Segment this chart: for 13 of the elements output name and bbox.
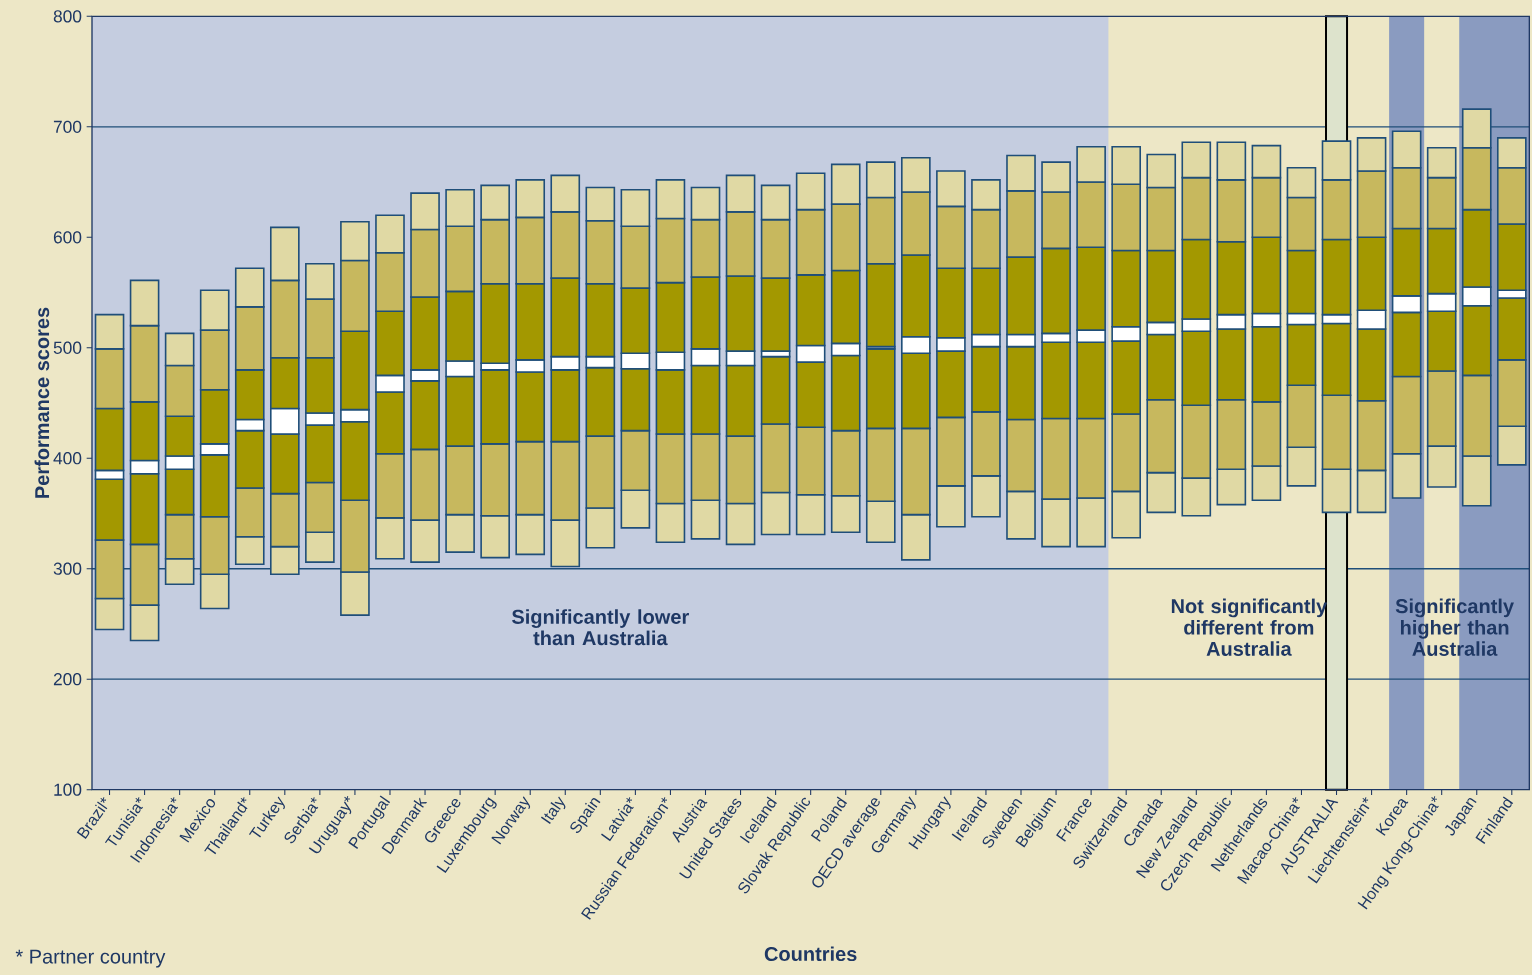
text: * Partner country	[15, 949, 166, 968]
y-tick-label: 300	[53, 562, 82, 575]
y-tick-label: 400	[53, 452, 82, 465]
y-tick-label: 700	[53, 120, 82, 133]
x-tick-label: Italy	[540, 796, 566, 825]
y-tick-label: 200	[53, 673, 82, 686]
x-axis-title: Countries	[764, 946, 857, 962]
band-label: Significantly lower than Australia	[512, 609, 689, 646]
y-tick-label: 100	[54, 783, 82, 796]
y-tick-label: 800	[53, 10, 82, 23]
y-tick-label: 500	[53, 341, 82, 354]
y-tick-label: 600	[53, 231, 82, 244]
y-axis-title: Performance scores	[34, 307, 50, 498]
